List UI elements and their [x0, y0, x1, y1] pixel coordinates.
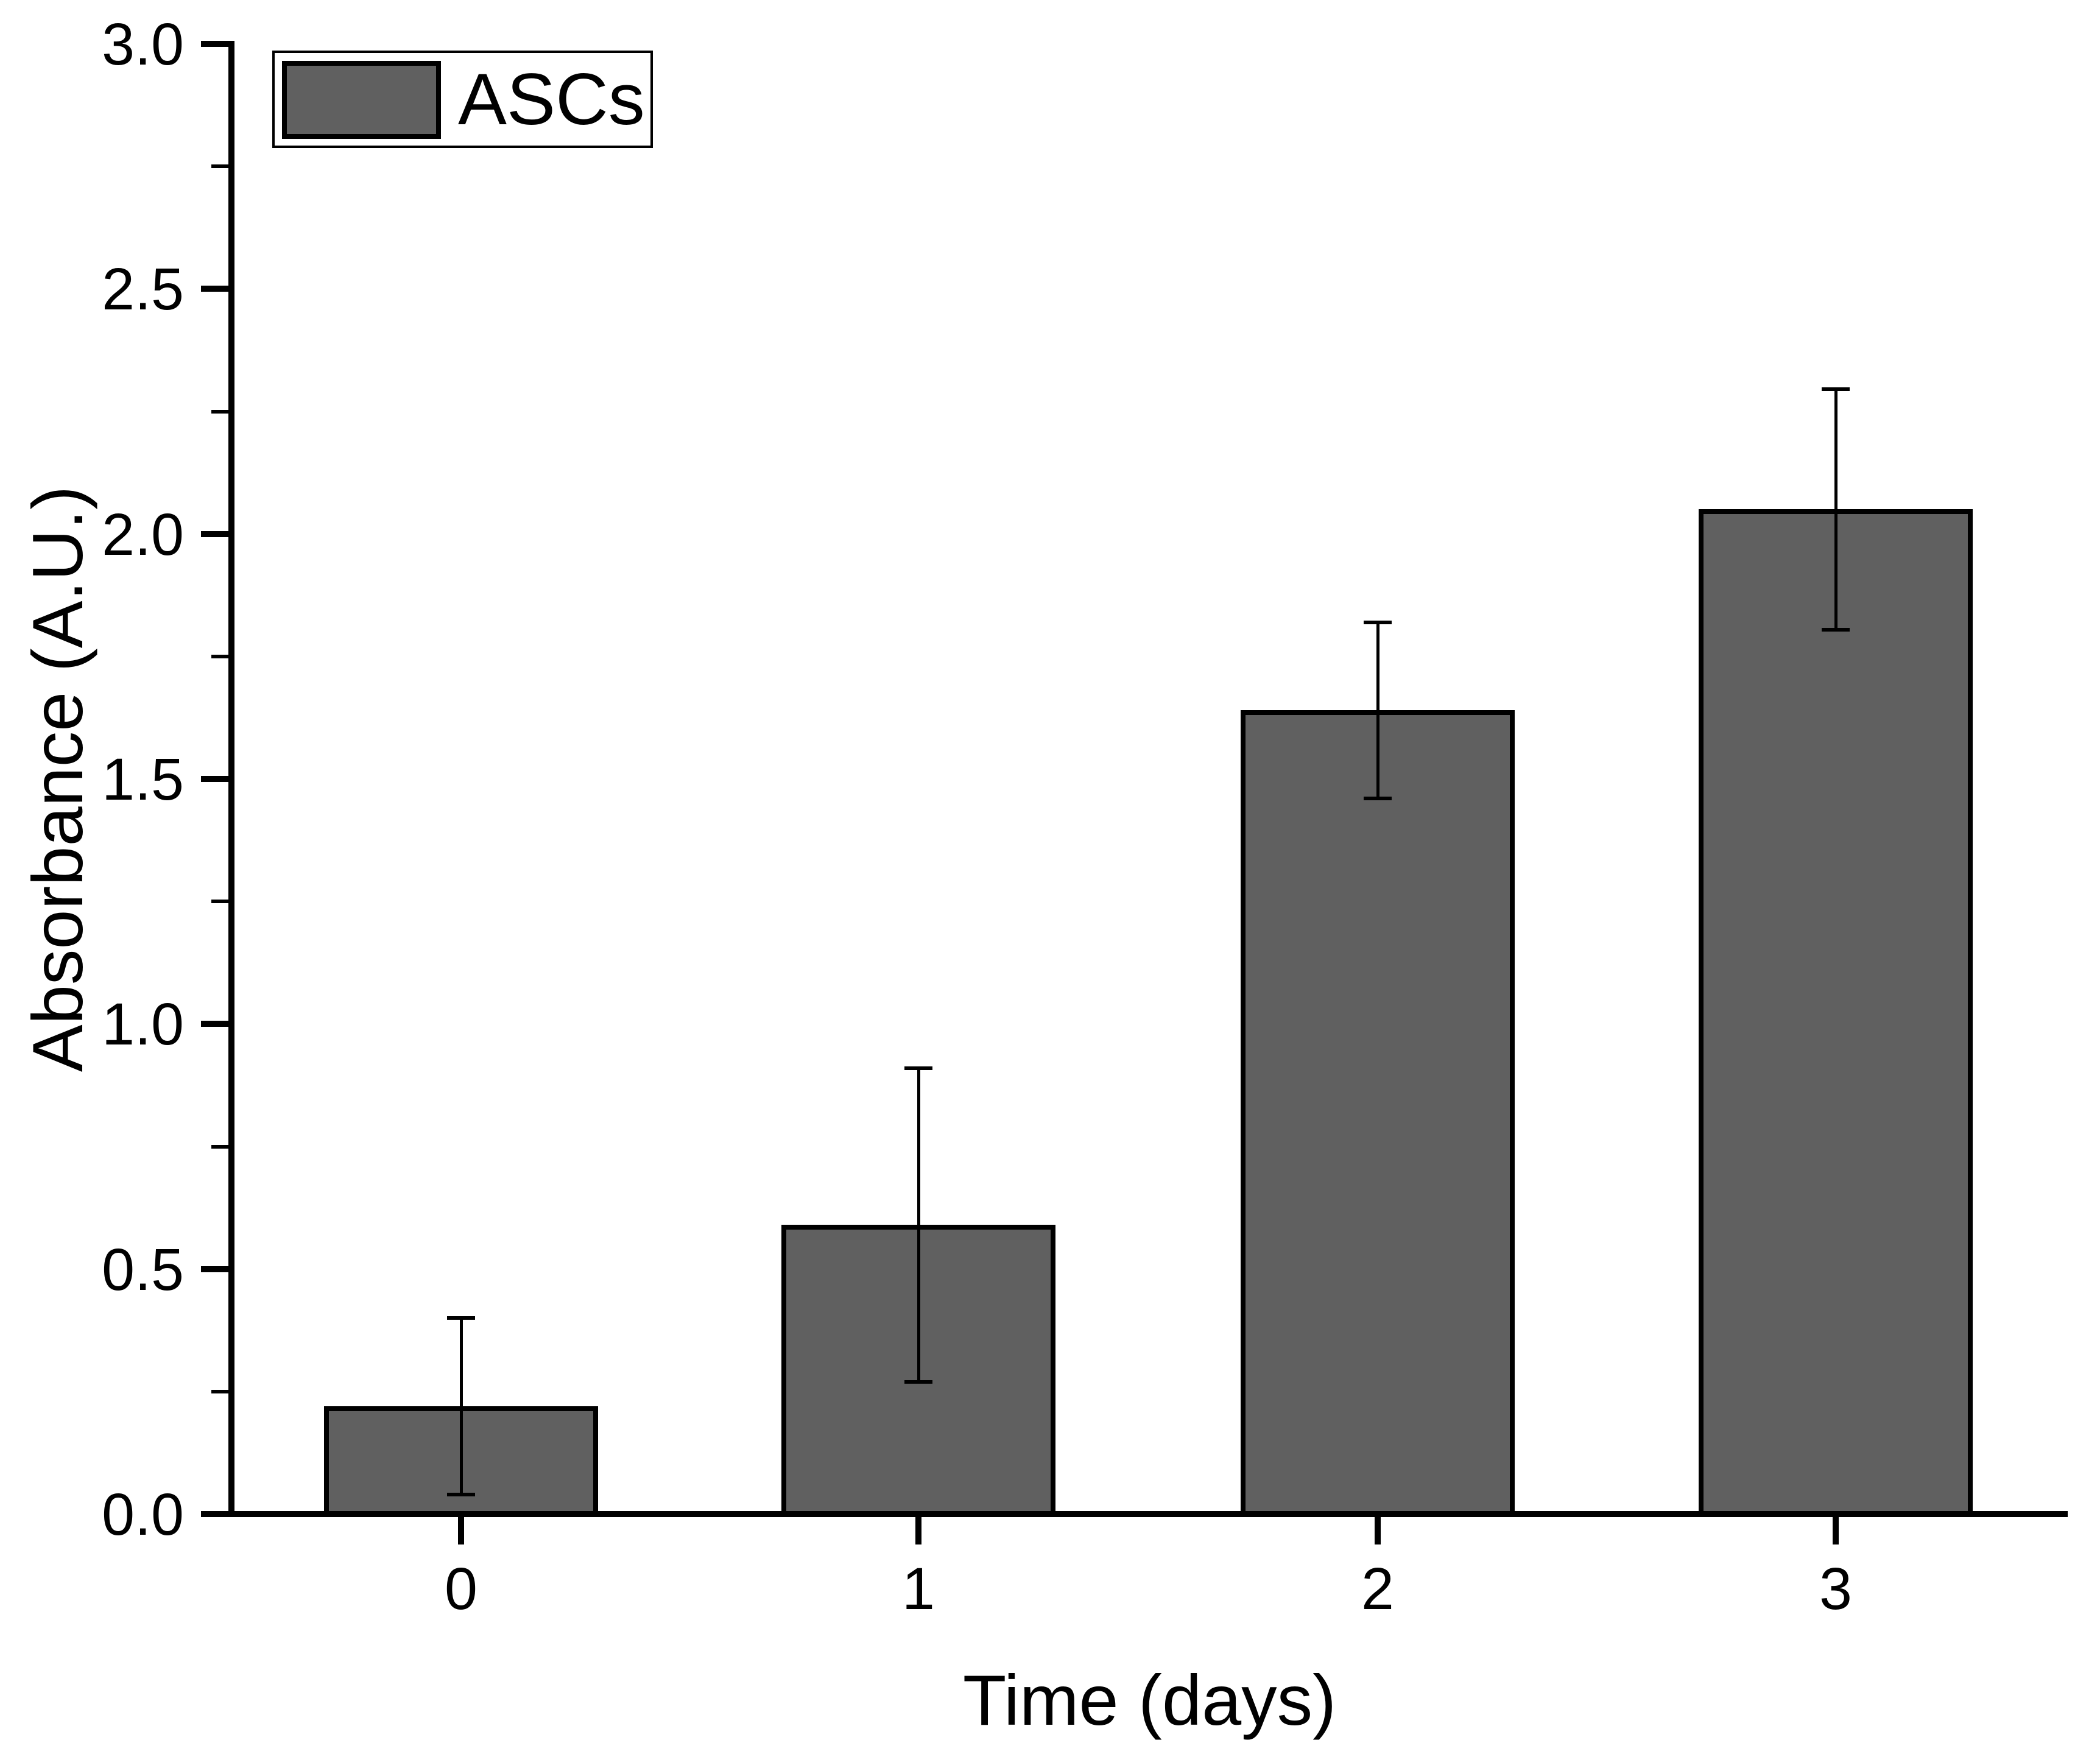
bar — [1699, 509, 1973, 1517]
error-bar-cap-bottom — [1822, 627, 1850, 632]
y-minor-tick — [211, 409, 228, 414]
legend-swatch-ascs — [282, 61, 441, 139]
y-minor-tick — [211, 164, 228, 169]
y-minor-tick — [211, 900, 228, 904]
x-axis-title: Time (days) — [962, 1660, 1337, 1740]
y-minor-tick — [211, 1389, 228, 1393]
y-major-tick — [201, 1266, 228, 1272]
x-tick-label: 3 — [1819, 1555, 1852, 1622]
error-bar-cap-bottom — [447, 1492, 475, 1496]
y-major-tick — [201, 41, 228, 47]
error-bar-line — [917, 1068, 920, 1382]
error-bar-cap-top — [904, 1066, 932, 1070]
error-bar-cap-top — [1822, 387, 1850, 392]
x-tick-label: 2 — [1361, 1555, 1394, 1622]
y-axis-line — [228, 41, 234, 1517]
y-minor-tick — [211, 654, 228, 658]
error-bar-cap-bottom — [904, 1379, 932, 1384]
y-major-tick — [201, 776, 228, 782]
legend: ASCs — [272, 51, 653, 148]
y-minor-tick — [211, 1144, 228, 1149]
y-major-tick — [201, 530, 228, 537]
error-bar-cap-bottom — [1364, 797, 1392, 801]
error-bar-line — [1834, 389, 1838, 630]
x-tick — [458, 1517, 464, 1544]
y-major-tick — [201, 1021, 228, 1027]
y-tick-label: 3.0 — [102, 11, 184, 77]
error-bar-line — [459, 1318, 463, 1495]
y-tick-label: 0.0 — [102, 1481, 184, 1548]
y-tick-label: 0.5 — [102, 1236, 184, 1303]
y-tick-label: 1.5 — [102, 746, 184, 812]
y-axis-title: Absorbance (A.U.) — [18, 485, 97, 1072]
error-bar-line — [1376, 622, 1379, 799]
x-tick-label: 0 — [445, 1555, 477, 1622]
x-tick-label: 1 — [902, 1555, 935, 1622]
error-bar-cap-top — [447, 1316, 475, 1320]
error-bar-cap-top — [1364, 620, 1392, 624]
bar — [1241, 710, 1515, 1517]
x-tick — [1833, 1517, 1839, 1544]
y-major-tick — [201, 286, 228, 292]
x-tick — [915, 1517, 921, 1544]
y-tick-label: 2.0 — [102, 501, 184, 568]
y-major-tick — [201, 1511, 228, 1517]
legend-label-ascs: ASCs — [458, 58, 645, 140]
y-tick-label: 2.5 — [102, 256, 184, 323]
y-tick-label: 1.0 — [102, 991, 184, 1058]
x-tick — [1375, 1517, 1381, 1544]
x-axis-line — [228, 1511, 2068, 1517]
